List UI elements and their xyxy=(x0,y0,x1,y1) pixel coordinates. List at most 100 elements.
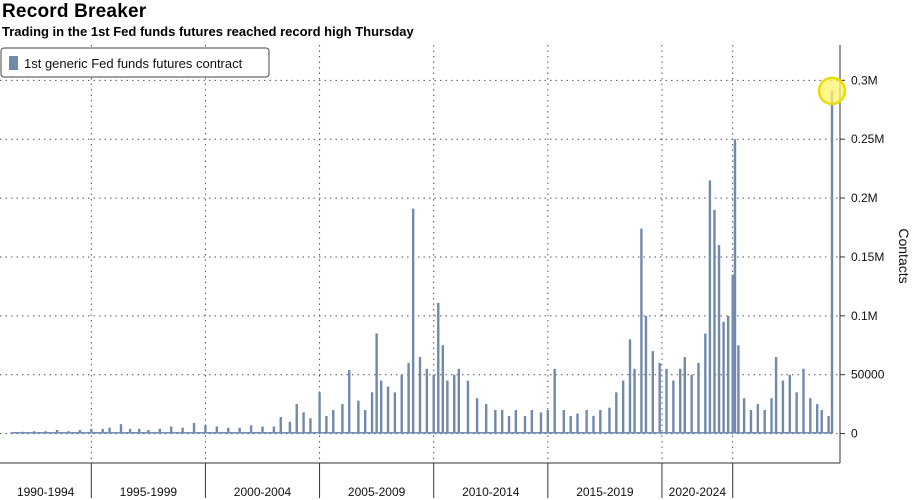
bar xyxy=(562,410,566,434)
bar xyxy=(717,245,721,434)
bar xyxy=(621,380,625,434)
bar xyxy=(425,368,429,434)
series-baseline xyxy=(11,432,833,434)
bar xyxy=(341,404,344,434)
bar xyxy=(418,357,422,434)
bar xyxy=(411,208,415,434)
bar xyxy=(90,428,93,434)
bar xyxy=(569,415,572,434)
legend-box xyxy=(0,47,270,78)
bar xyxy=(708,180,712,434)
legend-label: 1st generic Fed funds futures contract xyxy=(24,56,243,71)
y-axis-label: Contacts xyxy=(896,228,912,283)
bar xyxy=(484,404,488,434)
bar xyxy=(261,426,264,434)
y-tick-label: 0.3M xyxy=(851,73,878,87)
bar xyxy=(658,362,661,434)
record-highlight xyxy=(817,76,847,106)
bar xyxy=(633,368,636,434)
bar xyxy=(781,380,785,434)
bar xyxy=(441,345,445,434)
bar xyxy=(665,368,668,434)
bar xyxy=(407,362,410,434)
bar xyxy=(272,426,276,434)
bar xyxy=(697,362,700,434)
bar xyxy=(400,374,403,434)
x-tick-label: 2015-2019 xyxy=(576,485,634,499)
bar xyxy=(379,380,383,434)
bar xyxy=(249,425,253,434)
bar xyxy=(332,410,335,434)
bar xyxy=(523,415,527,434)
bar xyxy=(788,374,791,434)
axes xyxy=(0,45,841,464)
x-tick-labels: 1990-1994 1995-1999 2000-2004 2005-2009 2010… xyxy=(17,463,734,499)
bar xyxy=(683,357,686,434)
bar xyxy=(119,424,123,434)
bar xyxy=(494,410,497,434)
bar-series xyxy=(10,90,834,434)
bar xyxy=(500,410,504,434)
y-tick-label: 0 xyxy=(851,427,858,441)
bar xyxy=(815,404,819,434)
bar xyxy=(731,274,734,434)
bar xyxy=(101,428,104,434)
bar xyxy=(238,427,241,434)
bar xyxy=(78,430,82,434)
y-tick-label: 0.15M xyxy=(851,250,884,264)
bar xyxy=(651,351,655,434)
bar xyxy=(615,392,618,434)
bar xyxy=(608,407,611,434)
bar xyxy=(357,400,360,434)
x-tick-label: 2020-2024 xyxy=(669,485,727,499)
y-tick-label: 0.2M xyxy=(851,191,878,205)
bar xyxy=(227,427,230,434)
bar xyxy=(386,386,390,434)
bar xyxy=(820,410,823,434)
y-tick-label: 50000 xyxy=(851,368,885,382)
bar xyxy=(644,315,648,434)
bar xyxy=(795,392,798,434)
bar xyxy=(147,430,150,434)
bar xyxy=(364,410,367,434)
bar xyxy=(640,228,643,434)
chart-subtitle: Trading in the 1st Fed funds futures rea… xyxy=(2,24,414,39)
bar xyxy=(279,417,282,434)
bar xyxy=(599,410,602,434)
bar xyxy=(325,415,328,434)
bar xyxy=(348,369,351,434)
y-tick-label: 0.25M xyxy=(851,132,884,146)
bar xyxy=(679,368,682,434)
bar xyxy=(830,90,834,434)
bar xyxy=(539,412,543,434)
legend-swatch xyxy=(9,56,18,70)
bar xyxy=(763,410,766,434)
bar xyxy=(457,368,461,434)
bar xyxy=(446,380,449,434)
bar xyxy=(466,380,470,434)
bar xyxy=(553,368,556,434)
y-tick-labels: 0 50000 0.1M 0.15M 0.2M 0.25M 0.3M xyxy=(840,73,885,441)
x-tick-label: 1995-1999 xyxy=(120,485,178,499)
bar xyxy=(742,398,746,434)
bar xyxy=(475,398,479,434)
bar xyxy=(546,410,550,434)
bar xyxy=(169,426,173,434)
bar xyxy=(204,425,207,434)
chart-title: Record Breaker xyxy=(2,1,147,22)
x-tick-label: 2000-2004 xyxy=(234,485,292,499)
bar xyxy=(722,321,725,434)
bar xyxy=(628,339,632,434)
bar xyxy=(507,415,511,434)
x-tick-label: 1990-1994 xyxy=(17,485,75,499)
bar xyxy=(592,415,595,434)
bar xyxy=(585,410,588,434)
bar xyxy=(181,427,184,434)
bar xyxy=(713,209,716,434)
bar xyxy=(108,427,111,434)
bar xyxy=(756,404,760,434)
bar xyxy=(672,380,675,434)
bar xyxy=(802,368,805,434)
bar xyxy=(530,410,534,434)
